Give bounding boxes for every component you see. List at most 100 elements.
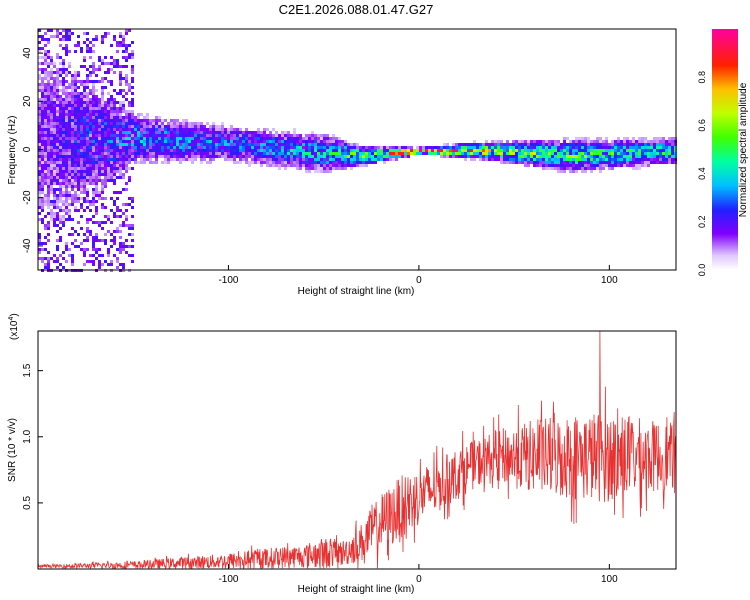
heatmap-cell <box>647 158 650 161</box>
heatmap-cell <box>107 155 110 158</box>
heatmap-cell <box>104 77 107 80</box>
heatmap-cell <box>257 143 260 146</box>
heatmap-cell <box>77 152 80 155</box>
heatmap-cell <box>62 161 65 164</box>
heatmap-cell <box>53 164 56 167</box>
heatmap-cell <box>158 143 161 146</box>
heatmap-cell <box>200 131 203 134</box>
heatmap-cell <box>38 248 41 251</box>
heatmap-cell <box>155 152 158 155</box>
heatmap-cell <box>83 128 86 131</box>
heatmap-cell <box>80 149 83 152</box>
heatmap-cell <box>209 134 212 137</box>
heatmap-cell <box>59 158 62 161</box>
heatmap-cell <box>74 161 77 164</box>
heatmap-cell <box>110 245 113 248</box>
heatmap-cell <box>611 167 614 170</box>
heatmap-cell <box>212 158 215 161</box>
heatmap-cell <box>86 116 89 119</box>
heatmap-cell <box>41 158 44 161</box>
heatmap-cell <box>44 248 47 251</box>
heatmap-cell <box>98 155 101 158</box>
heatmap-cell <box>68 101 71 104</box>
heatmap-cell <box>596 164 599 167</box>
snr-y-tick-label: 0.5 <box>22 496 33 510</box>
heatmap-cell <box>44 104 47 107</box>
heatmap-cell <box>113 116 116 119</box>
heatmap-cell <box>371 152 374 155</box>
heatmap-cell <box>131 101 134 104</box>
heatmap-cell <box>71 137 74 140</box>
heatmap-cell <box>497 152 500 155</box>
heatmap-cell <box>74 197 77 200</box>
heatmap-cell <box>194 122 197 125</box>
heatmap-cell <box>95 239 98 242</box>
heatmap-cell <box>110 137 113 140</box>
heatmap-cell <box>179 125 182 128</box>
heatmap-cell <box>296 155 299 158</box>
heatmap-cell <box>191 128 194 131</box>
heatmap-cell <box>50 185 53 188</box>
heatmap-cell <box>359 161 362 164</box>
heatmap-cell <box>125 47 128 50</box>
heatmap-cell <box>71 119 74 122</box>
heatmap-cell <box>59 98 62 101</box>
heatmap-cell <box>488 152 491 155</box>
heatmap-cell <box>101 38 104 41</box>
heatmap-cell <box>176 128 179 131</box>
heatmap-cell <box>335 152 338 155</box>
heatmap-cell <box>104 158 107 161</box>
heatmap-cell <box>443 155 446 158</box>
heatmap-cell <box>128 155 131 158</box>
heatmap-cell <box>128 29 131 32</box>
heatmap-cell <box>65 161 68 164</box>
heatmap-cell <box>287 134 290 137</box>
heatmap-cell <box>389 152 392 155</box>
heatmap-cell <box>125 65 128 68</box>
heatmap-cell <box>95 149 98 152</box>
heatmap-cell <box>65 248 68 251</box>
heatmap-cell <box>77 170 80 173</box>
heatmap-cell <box>542 164 545 167</box>
heatmap-cell <box>101 59 104 62</box>
heatmap-cell <box>110 173 113 176</box>
heatmap-cell <box>68 203 71 206</box>
heatmap-cell <box>128 53 131 56</box>
heatmap-cell <box>542 146 545 149</box>
heatmap-cell <box>335 146 338 149</box>
heatmap-cell <box>38 50 41 53</box>
heatmap-cell <box>200 158 203 161</box>
heatmap-cell <box>254 143 257 146</box>
heatmap-cell <box>533 158 536 161</box>
heatmap-cell <box>314 134 317 137</box>
heatmap-cell <box>89 203 92 206</box>
heatmap-cell <box>92 131 95 134</box>
heatmap-cell <box>644 143 647 146</box>
heatmap-cell <box>92 200 95 203</box>
heatmap-cell <box>227 140 230 143</box>
heatmap-cell <box>335 149 338 152</box>
heatmap-cell <box>89 119 92 122</box>
heatmap-cell <box>512 140 515 143</box>
heatmap-cell <box>521 143 524 146</box>
heatmap-cell <box>497 158 500 161</box>
heatmap-cell <box>647 149 650 152</box>
heatmap-cell <box>140 113 143 116</box>
heatmap-cell <box>437 149 440 152</box>
heatmap-cell <box>104 176 107 179</box>
heatmap-cell <box>41 161 44 164</box>
heatmap-cell <box>560 152 563 155</box>
heatmap-cell <box>260 152 263 155</box>
heatmap-cell <box>56 107 59 110</box>
heatmap-cell <box>644 152 647 155</box>
heatmap-cell <box>557 152 560 155</box>
heatmap-cell <box>293 137 296 140</box>
heatmap-cell <box>206 146 209 149</box>
heatmap-cell <box>125 50 128 53</box>
heatmap-cell <box>578 161 581 164</box>
heatmap-cell <box>527 143 530 146</box>
heatmap-cell <box>89 149 92 152</box>
heatmap-cell <box>83 149 86 152</box>
heatmap-cell <box>104 119 107 122</box>
heatmap-cell <box>65 197 68 200</box>
